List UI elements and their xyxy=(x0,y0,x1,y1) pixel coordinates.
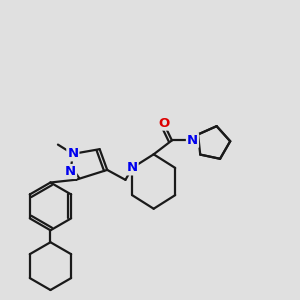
Text: N: N xyxy=(187,134,198,147)
Text: N: N xyxy=(65,165,76,178)
Text: O: O xyxy=(158,117,169,130)
Text: N: N xyxy=(127,161,138,174)
Text: N: N xyxy=(67,147,78,161)
